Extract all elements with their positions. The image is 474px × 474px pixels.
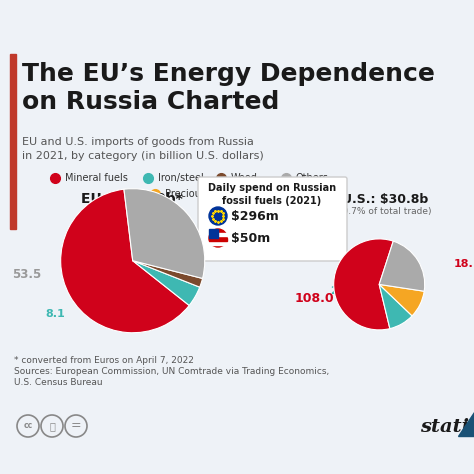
Text: cc: cc <box>23 421 33 430</box>
Circle shape <box>209 207 227 225</box>
Text: Wood: Wood <box>231 173 258 183</box>
Text: Daily spend on Russian
fossil fuels (2021): Daily spend on Russian fossil fuels (202… <box>208 183 336 206</box>
Wedge shape <box>379 284 424 316</box>
Text: U.S.: $30.8b: U.S.: $30.8b <box>342 193 428 206</box>
Wedge shape <box>124 189 205 278</box>
Text: 3.0: 3.0 <box>355 311 374 321</box>
Text: Mineral fuels: Mineral fuels <box>65 173 128 183</box>
Text: EU and U.S. imports of goods from Russia
in 2021, by category (in billion U.S. d: EU and U.S. imports of goods from Russia… <box>22 137 264 161</box>
Text: The EU’s Energy Dependence
on Russia Charted: The EU’s Energy Dependence on Russia Cha… <box>22 62 435 114</box>
Text: 3.5: 3.5 <box>78 281 98 291</box>
Wedge shape <box>379 241 425 291</box>
Text: Precious stones & metals: Precious stones & metals <box>165 189 289 199</box>
Text: 2.8: 2.8 <box>330 286 348 296</box>
FancyBboxPatch shape <box>198 177 347 261</box>
Wedge shape <box>133 261 200 305</box>
Bar <box>209 237 227 240</box>
Text: Others: Others <box>296 173 329 183</box>
Text: EU: $173.0b*: EU: $173.0b* <box>81 192 183 206</box>
Bar <box>209 229 218 238</box>
Text: * converted from Euros on April 7, 2022: * converted from Euros on April 7, 2022 <box>14 356 194 365</box>
Text: 6.9: 6.9 <box>340 257 358 267</box>
Text: $296m: $296m <box>231 210 279 222</box>
Text: 18.1: 18.1 <box>454 259 474 269</box>
Wedge shape <box>61 189 189 333</box>
Circle shape <box>209 229 227 247</box>
Text: (0.7% of total trade): (0.7% of total trade) <box>339 207 431 216</box>
Bar <box>10 54 16 229</box>
Wedge shape <box>334 239 393 330</box>
Text: =: = <box>71 419 82 432</box>
Text: 108.0: 108.0 <box>295 292 335 306</box>
Wedge shape <box>133 261 202 287</box>
Text: U.S. Census Bureau: U.S. Census Bureau <box>14 378 103 387</box>
Text: statista: statista <box>420 418 474 436</box>
Text: Iron/steel: Iron/steel <box>158 173 204 183</box>
Bar <box>209 233 227 236</box>
Bar <box>209 242 227 245</box>
Text: 53.5: 53.5 <box>12 267 41 281</box>
Text: ⓘ: ⓘ <box>49 421 55 431</box>
Wedge shape <box>379 284 412 328</box>
Text: (3.6% of total trade): (3.6% of total trade) <box>82 206 182 216</box>
Polygon shape <box>458 412 474 436</box>
Text: Sources: European Commission, UN Comtrade via Trading Economics,: Sources: European Commission, UN Comtrad… <box>14 367 329 376</box>
Text: $50m: $50m <box>231 231 270 245</box>
Text: 8.1: 8.1 <box>45 309 65 319</box>
